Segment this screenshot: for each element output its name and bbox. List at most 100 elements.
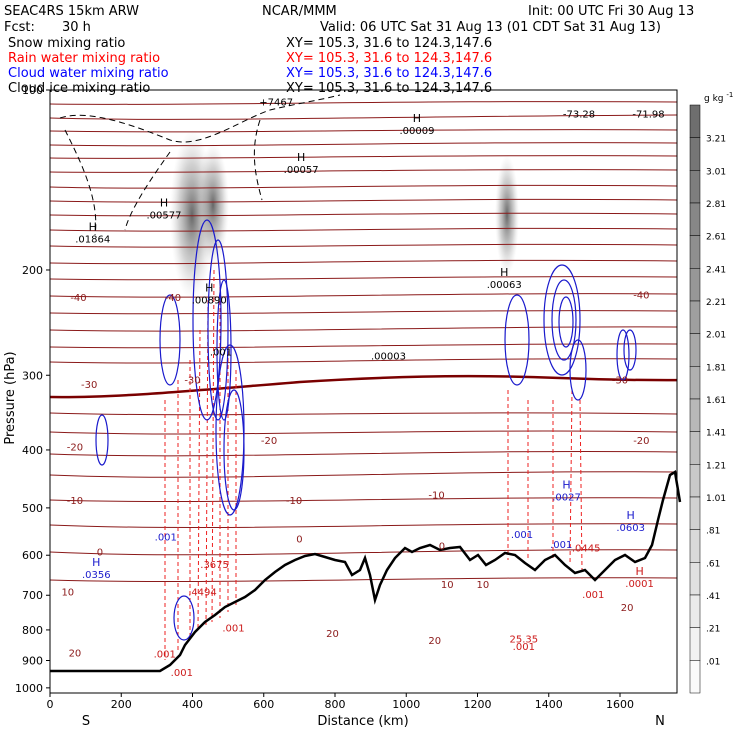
- colorbar-label: 1.61: [706, 396, 726, 406]
- extremum-marker: H: [92, 556, 100, 569]
- temperature-label: 10: [61, 588, 74, 599]
- x-tick-label: 600: [253, 698, 274, 711]
- extremum-value: .001: [155, 532, 177, 543]
- field-name-cloud-water: Cloud water mixing ratio: [8, 66, 169, 81]
- org-label: NCAR/MMM: [262, 4, 337, 19]
- colorbar-swatch: [689, 366, 701, 400]
- field-xy-rain: XY= 105.3, 31.6 to 124.3,147.6: [286, 51, 493, 66]
- forecast-hours: 30 h: [62, 20, 91, 35]
- colorbar-label: .81: [706, 527, 720, 537]
- y-tick-label: 300: [22, 369, 43, 382]
- terrain-profile: [50, 469, 682, 673]
- extremum-value: .00063: [487, 280, 522, 291]
- y-tick-label: 500: [22, 502, 43, 515]
- extremum-value: .00577: [147, 210, 182, 221]
- y-tick-label: 100: [22, 84, 43, 97]
- extremum-value: .01864: [75, 235, 110, 246]
- extremum-marker: H: [160, 196, 168, 209]
- extremum-value: -71.98: [632, 110, 664, 121]
- temperature-label: -30: [184, 376, 200, 387]
- field-name-rain: Rain water mixing ratio: [8, 51, 161, 66]
- init-time: Init: 00 UTC Fri 30 Aug 13: [528, 4, 695, 19]
- extremum-value: .0445: [572, 544, 601, 555]
- extremum-value: .001: [511, 530, 533, 541]
- colorbar-swatch: [689, 333, 701, 367]
- temperature-label: 10: [476, 580, 489, 591]
- extremum-value: .00009: [399, 126, 434, 137]
- extremum-value: .0356: [82, 570, 111, 581]
- cloud-ice-contour: [59, 94, 341, 236]
- x-tick-label: 200: [111, 698, 132, 711]
- colorbar-swatch: [689, 300, 701, 334]
- extremum-marker: H: [89, 221, 97, 234]
- extremum-marker: H: [627, 509, 635, 522]
- colorbar-label: .01: [706, 657, 720, 667]
- colorbar-label: 2.41: [706, 265, 726, 275]
- y-tick-label: 200: [22, 264, 43, 277]
- temperature-label: -40: [165, 293, 181, 304]
- temperature-label: -20: [633, 436, 649, 447]
- x-axis-title: Distance (km): [317, 714, 408, 729]
- temperature-label: 0: [97, 548, 103, 559]
- colorbar-label: 2.01: [706, 331, 726, 341]
- y-axis: 100 200 300 400 500 600 700 800 900 1000: [15, 84, 50, 695]
- y-tick-label: 700: [22, 589, 43, 602]
- colorbar-label: 2.21: [706, 298, 726, 308]
- colorbar-unit-exponent: -1: [726, 91, 733, 99]
- plot-frame: [49, 89, 678, 694]
- temperature-label: -20: [67, 443, 83, 454]
- extremum-value: .3675: [200, 560, 229, 571]
- field-xy-snow: XY= 105.3, 31.6 to 124.3,147.6: [286, 36, 493, 51]
- extremum-value: -73.28: [563, 110, 595, 121]
- extremum-marker: H: [562, 478, 570, 491]
- colorbar-label: 1.81: [706, 363, 726, 373]
- y-tick-label: 1000: [15, 682, 43, 695]
- colorbar-swatch: [689, 496, 701, 530]
- freezing-level-contour: [50, 374, 677, 399]
- colorbar-label: .21: [706, 625, 720, 635]
- extremum-marker: H: [500, 266, 508, 279]
- colorbar-label: 2.61: [706, 233, 726, 243]
- colorbar-swatch: [689, 594, 701, 628]
- temperature-label: 20: [69, 649, 82, 660]
- extremum-value: .001: [210, 348, 232, 359]
- colorbar-swatch: [689, 529, 701, 563]
- temperature-label: -10: [67, 496, 83, 507]
- x-tick-label: 1400: [535, 698, 563, 711]
- colorbar-label: .61: [706, 559, 720, 569]
- colorbar-swatch: [689, 202, 701, 236]
- colorbar-swatch: [689, 170, 701, 204]
- endpoint-north: N: [655, 714, 665, 729]
- x-tick-label: 0: [47, 698, 54, 711]
- colorbar-swatch: [689, 235, 701, 269]
- colorbar-label: 3.21: [706, 135, 726, 145]
- temperature-label: -10: [286, 496, 302, 507]
- extremum-value: .00057: [284, 165, 319, 176]
- temperature-label: 20: [621, 603, 634, 614]
- extremum-value: .001: [550, 540, 572, 551]
- y-tick-label: 400: [22, 444, 43, 457]
- y-axis-title: Pressure (hPa): [3, 351, 18, 444]
- extremum-value: .001: [222, 623, 244, 634]
- colorbar-swatch: [689, 660, 701, 694]
- valid-time: Valid: 06 UTC Sat 31 Aug 13 (01 CDT Sat …: [320, 20, 661, 35]
- temperature-label: 20: [326, 629, 339, 640]
- colorbar-swatch: [689, 137, 701, 171]
- colorbar-swatch: [689, 268, 701, 302]
- y-tick-label: 800: [22, 624, 43, 637]
- temperature-label: 20: [428, 636, 441, 647]
- temperature-contours: [50, 101, 677, 583]
- extremum-value: .001: [582, 590, 604, 601]
- y-tick-label: 900: [22, 655, 43, 668]
- x-tick-label: 400: [182, 698, 203, 711]
- extremum-value: .001: [154, 650, 176, 661]
- extremum-value: .0603: [616, 523, 645, 534]
- temperature-label: 10: [441, 580, 454, 591]
- extremum-value: .0001: [625, 579, 654, 590]
- colorbar: 3.21 3.01 2.81 2.61 2.41 2.21 2.01 1.81 1.61 1.41…: [689, 91, 733, 694]
- colorbar-label: 1.01: [706, 494, 726, 504]
- extremum-value: 25.35: [509, 634, 538, 645]
- extremum-value: .001: [171, 668, 193, 679]
- field-name-snow: Snow mixing ratio: [8, 36, 126, 51]
